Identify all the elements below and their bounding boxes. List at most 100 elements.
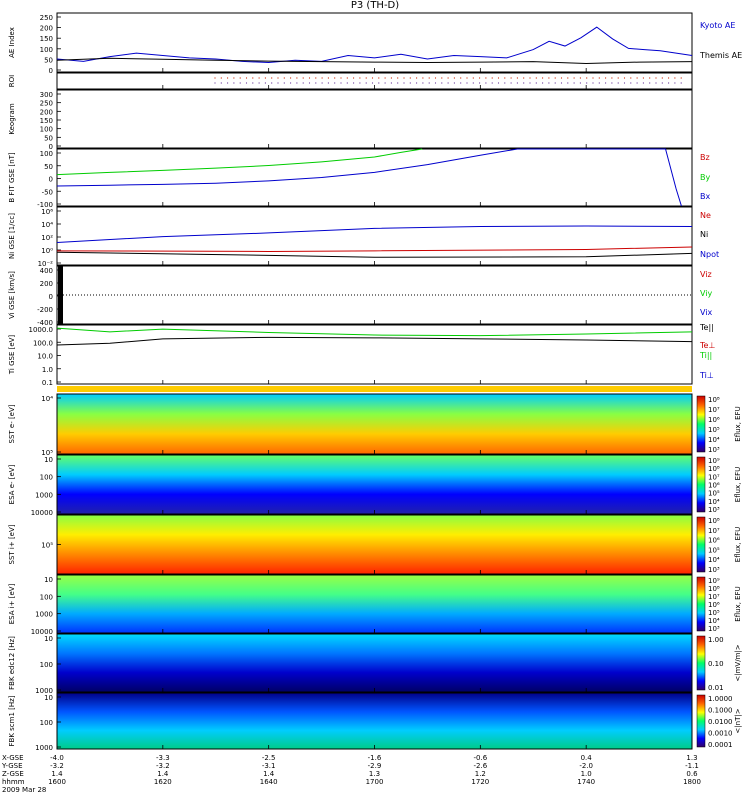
ytick-label: 10⁻² [38, 260, 54, 268]
panel-frame [56, 89, 693, 149]
ytick-label: 50 [44, 163, 53, 171]
ytick-label: 300 [40, 91, 53, 99]
xaxis-tick-label: -2.9 [368, 762, 382, 770]
panel-ylabel: ROI [8, 75, 16, 87]
xaxis-tick-label: 1.4 [51, 770, 63, 778]
colorbar-tick-label: 10⁸ [708, 517, 720, 525]
roi-dot [252, 77, 254, 79]
heatmap-7 [57, 394, 692, 454]
roi-dot [680, 77, 682, 79]
roi-dot [479, 82, 481, 84]
colorbar-tick-label: 10⁴ [708, 556, 720, 564]
roi-dot [441, 77, 443, 79]
legend-label: Viy [700, 289, 713, 298]
panel-7: 10⁸ 10⁷ 10⁶ 10⁵ 10⁴ 10³ Eflux, EFU SST e- [eV] 1… [8, 393, 742, 457]
legend-label: By [700, 173, 710, 182]
xaxis-tick-label: -4.0 [50, 754, 64, 762]
roi-dot [371, 82, 374, 84]
roi-dot [649, 77, 651, 79]
colorbar-tick-label: 0.0001 [708, 741, 733, 749]
roi-dot [504, 82, 506, 84]
density-series-line [56, 225, 693, 243]
roi-dot [605, 77, 607, 79]
roi-dot [668, 82, 670, 84]
roi-dot [245, 77, 248, 79]
roi-dot [674, 82, 676, 84]
xaxis-tick-label: -2.5 [262, 754, 276, 762]
roi-dot [441, 82, 443, 84]
xaxis-row-label: hhmm [2, 778, 25, 786]
roi-dot [586, 77, 588, 79]
xaxis-tick-label: 1620 [154, 778, 172, 786]
roi-dot [636, 77, 638, 79]
ytick-label: 10² [41, 234, 53, 242]
colorbar-tick-label: 1.00 [708, 636, 724, 644]
roi-dot [472, 82, 474, 84]
colorbar-tick-label: 10⁴ [708, 498, 720, 506]
panel-3: B FIT GSE [nT] -100 -50 0 50 100 [8, 148, 693, 209]
ytick-label: 10.0 [37, 353, 53, 361]
ae-series-line [56, 57, 693, 65]
roi-dot [252, 82, 254, 84]
colorbar-label: Eflux, EFU [734, 586, 742, 621]
roi-dot [227, 77, 229, 79]
roi-dot [630, 77, 632, 79]
roi-dot [447, 77, 449, 79]
roi-dot [340, 82, 342, 84]
colorbar-tick-label: 10⁹ [708, 577, 720, 585]
roi-dot [403, 82, 405, 84]
colorbar-tick-label: 10³ [708, 446, 720, 454]
colorbar-12 [696, 694, 706, 748]
roi-dot [560, 77, 563, 79]
ytick-label: 100.0 [33, 339, 53, 347]
xaxis-date: 2009 Mar 28 [2, 786, 46, 794]
roi-dot [428, 82, 430, 84]
colorbar-tick-label: 10⁵ [708, 609, 720, 617]
legend-label: Bx [700, 192, 710, 201]
ytick-label: 10 [44, 694, 53, 702]
colorbar-label: <|mV/m|> [734, 644, 742, 681]
roi-dot [548, 77, 550, 79]
roi-dot [466, 82, 468, 84]
roi-dot [573, 82, 575, 84]
legend-label: Ne [700, 211, 711, 220]
roi-dot [623, 82, 626, 84]
ytick-label: 50 [44, 134, 53, 142]
ytick-label: 10⁶ [41, 208, 53, 216]
xaxis-tick-label: 1640 [260, 778, 278, 786]
roi-dot [277, 82, 279, 84]
xaxis-tick-label: 1740 [577, 778, 595, 786]
roi-dot [674, 77, 676, 79]
roi-dot [655, 82, 657, 84]
roi-dot [264, 82, 266, 84]
roi-dot [283, 77, 285, 79]
ytick-label: 1000 [35, 687, 53, 695]
ae-series-line [56, 26, 693, 64]
roi-dot [409, 82, 411, 84]
density-series-line [56, 246, 693, 252]
roi-dot [554, 77, 556, 79]
roi-dot [460, 77, 462, 79]
roi-dot [472, 77, 474, 79]
legend-label: Ti⊥ [699, 371, 714, 380]
xaxis-tick-label: 0.6 [686, 770, 698, 778]
roi-dot [491, 77, 493, 79]
roi-dot [617, 77, 619, 79]
colorbar-tick-label: 0.10 [708, 660, 724, 668]
ytick-label: 200 [40, 25, 53, 33]
roi-dot [453, 82, 455, 84]
roi-dot [655, 77, 657, 79]
legend-label: Te⊥ [699, 341, 715, 350]
colorbar-tick-label: 10⁹ [708, 457, 720, 465]
roi-dot [390, 82, 392, 84]
roi-dot [598, 82, 600, 84]
ytick-label: 200 [40, 108, 53, 116]
roi-dot [233, 82, 235, 84]
roi-dot [214, 82, 216, 84]
roi-dot [258, 77, 260, 79]
roi-dot [245, 82, 248, 84]
ytick-label: 0 [49, 293, 53, 301]
colorbar-tick-label: 0.0100 [708, 718, 733, 726]
roi-dot [327, 77, 329, 79]
